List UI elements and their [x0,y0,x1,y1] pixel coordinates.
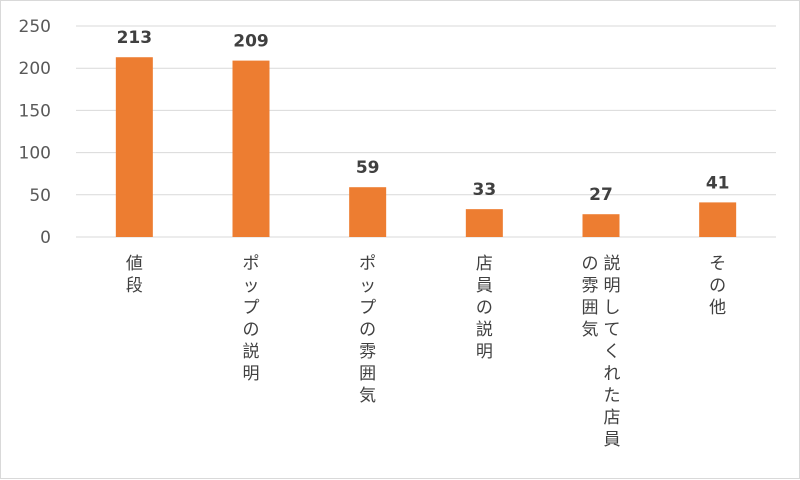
data-label-5: 27 [589,185,613,205]
bar-5 [582,214,620,237]
category-char: の [709,276,726,296]
category-char: ポ [359,254,376,274]
category-char: 説 [476,320,493,340]
category-char: ポ [243,254,260,274]
category-char: 囲 [359,364,376,384]
category-char: 雰 [359,342,376,362]
category-char: 段 [126,276,143,296]
category-label-1: 値段 [126,254,143,296]
category-char: ッ [359,276,376,296]
y-tick-label: 50 [29,186,51,206]
y-tick-label: 200 [19,59,51,79]
data-label-2: 209 [233,32,269,52]
bar-4 [465,209,503,237]
category-char: 店 [604,408,621,428]
category-char: 説 [243,342,260,362]
data-label-6: 41 [706,173,730,193]
category-char: 明 [243,364,260,384]
category-char: 説 [604,254,621,274]
category-label-6: その他 [709,254,726,318]
category-char: 囲 [582,298,599,318]
category-char: 値 [126,254,143,274]
category-char: て [604,320,621,340]
category-char: ッ [243,276,260,296]
category-char: 雰 [582,276,599,296]
y-tick-label: 100 [19,144,51,164]
category-char: の [476,298,493,318]
y-tick-label: 150 [19,101,51,121]
category-char: 員 [476,276,493,296]
category-char: く [604,342,621,362]
category-char: の [359,320,376,340]
y-axis-tick-labels: 0 50 100 150 200 250 [19,17,51,248]
bar-3 [349,187,387,237]
category-char: の [582,254,599,274]
category-char: 他 [709,298,726,318]
gridlines [76,25,776,238]
category-char: た [604,386,621,406]
y-tick-label: 250 [19,17,51,37]
bars [115,57,737,238]
category-char: 明 [476,342,493,362]
bar-6 [699,202,737,237]
category-char: 気 [582,320,599,340]
data-label-4: 33 [472,180,496,200]
category-char: 明 [604,276,621,296]
category-char: プ [359,298,376,318]
category-char: 員 [604,430,621,450]
category-char: 気 [359,386,376,406]
bar-1 [115,57,153,238]
data-label-3: 59 [356,158,380,178]
category-char: の [243,320,260,340]
category-char: そ [709,254,726,274]
category-char: 店 [476,254,493,274]
category-char: プ [243,298,260,318]
data-label-1: 213 [117,28,153,48]
y-tick-label: 0 [40,228,51,248]
category-char: れ [604,364,621,384]
data-labels: 213 209 59 33 27 41 [117,28,730,205]
category-char: し [604,298,621,318]
bar-2 [232,60,270,237]
